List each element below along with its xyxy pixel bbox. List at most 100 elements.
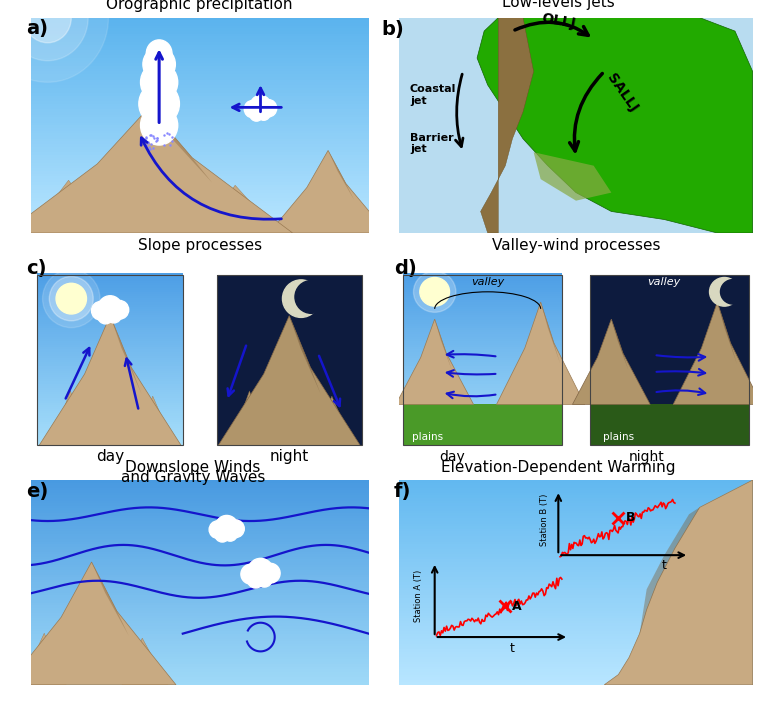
Bar xyxy=(31,124,369,128)
Bar xyxy=(403,412,562,416)
Circle shape xyxy=(0,0,108,82)
Bar xyxy=(399,563,753,567)
Bar xyxy=(403,390,562,394)
Bar xyxy=(399,660,753,664)
Circle shape xyxy=(146,40,172,67)
Bar xyxy=(38,361,183,364)
Text: valley: valley xyxy=(647,277,681,287)
Polygon shape xyxy=(5,107,293,233)
Bar xyxy=(31,596,369,600)
Circle shape xyxy=(215,515,238,539)
Bar xyxy=(31,652,369,657)
Polygon shape xyxy=(572,319,650,405)
Bar xyxy=(403,439,562,443)
Bar xyxy=(403,388,562,392)
Bar xyxy=(31,657,369,662)
Bar xyxy=(31,491,369,496)
Bar xyxy=(31,509,369,513)
Bar xyxy=(38,322,183,326)
Bar xyxy=(399,512,753,516)
Bar xyxy=(31,637,369,641)
Circle shape xyxy=(420,277,449,306)
Circle shape xyxy=(139,82,180,125)
Bar xyxy=(31,188,369,193)
Bar xyxy=(31,59,369,64)
Bar xyxy=(399,575,753,580)
Bar xyxy=(31,110,369,114)
Bar xyxy=(31,655,369,659)
Circle shape xyxy=(260,100,276,117)
Polygon shape xyxy=(122,638,167,685)
Bar xyxy=(31,547,369,552)
Bar xyxy=(399,534,753,539)
Bar xyxy=(403,435,562,439)
Bar xyxy=(38,363,183,366)
Circle shape xyxy=(56,283,87,314)
Bar xyxy=(31,180,369,184)
Bar xyxy=(38,439,183,443)
Bar xyxy=(31,522,369,526)
Bar xyxy=(31,594,369,598)
Bar xyxy=(403,305,562,309)
Bar xyxy=(31,61,369,66)
Bar xyxy=(399,614,753,618)
Bar xyxy=(31,116,369,120)
Bar xyxy=(38,280,183,283)
Bar xyxy=(31,137,369,141)
Circle shape xyxy=(223,527,237,542)
Bar xyxy=(38,316,183,320)
Text: e): e) xyxy=(25,481,48,501)
Bar xyxy=(403,307,562,311)
Bar xyxy=(31,213,369,217)
Bar xyxy=(31,566,369,570)
Text: Station A (T): Station A (T) xyxy=(414,570,423,622)
Bar xyxy=(399,642,753,647)
Bar xyxy=(403,288,562,292)
Bar xyxy=(399,668,753,672)
Bar xyxy=(31,542,369,546)
Bar xyxy=(31,118,369,123)
Bar xyxy=(31,161,369,166)
Bar xyxy=(399,604,753,608)
Bar xyxy=(31,602,369,606)
Bar xyxy=(399,616,753,621)
Bar xyxy=(399,522,753,526)
Bar xyxy=(399,504,753,508)
Bar xyxy=(399,609,753,613)
Bar xyxy=(590,405,749,445)
Bar xyxy=(31,504,369,508)
Bar xyxy=(38,426,183,431)
Polygon shape xyxy=(717,302,737,364)
Bar xyxy=(38,288,183,292)
Bar xyxy=(38,305,183,309)
Polygon shape xyxy=(640,508,700,634)
Bar xyxy=(399,594,753,598)
Bar xyxy=(31,183,369,187)
Bar xyxy=(38,431,183,435)
Bar xyxy=(31,501,369,505)
Bar xyxy=(399,561,753,565)
Bar xyxy=(403,401,562,405)
Bar xyxy=(403,426,562,431)
Circle shape xyxy=(141,106,177,145)
Bar xyxy=(403,299,562,302)
Bar xyxy=(31,199,369,203)
Bar xyxy=(31,48,369,53)
Polygon shape xyxy=(496,302,585,405)
Circle shape xyxy=(720,280,746,304)
Bar xyxy=(38,384,183,388)
Bar xyxy=(399,588,753,593)
Polygon shape xyxy=(541,302,560,364)
Bar xyxy=(31,56,369,61)
Bar xyxy=(403,330,562,335)
Bar xyxy=(31,86,369,90)
Text: Elevation-Dependent Warming: Elevation-Dependent Warming xyxy=(441,460,676,475)
Bar xyxy=(38,282,183,285)
Bar xyxy=(31,16,369,20)
Circle shape xyxy=(260,563,280,583)
Bar xyxy=(38,403,183,407)
Bar xyxy=(38,301,183,304)
Bar xyxy=(403,414,562,418)
Bar xyxy=(31,581,369,585)
Bar xyxy=(31,113,369,117)
